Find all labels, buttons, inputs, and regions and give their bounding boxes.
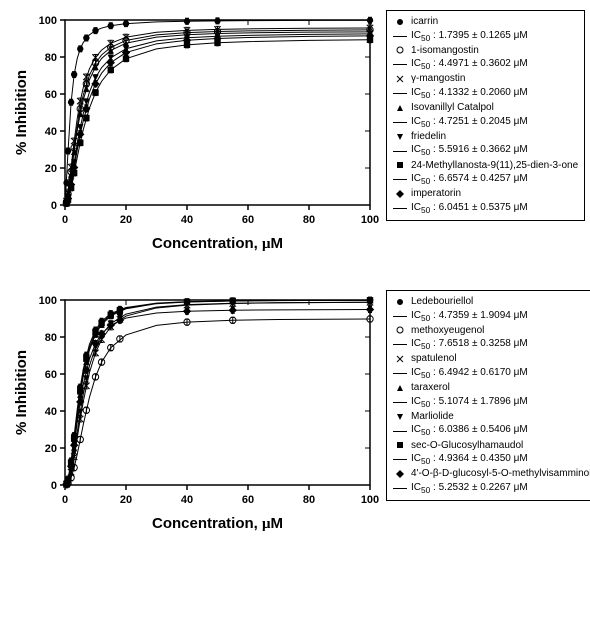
svg-text:40: 40	[181, 494, 193, 506]
legend-label: icarrin	[411, 15, 438, 29]
legend-label: methoxyeugenol	[411, 324, 484, 338]
svg-text:60: 60	[242, 494, 254, 506]
legend-marker-icon	[393, 133, 407, 141]
legend-ic50: IC50 : 4.9364 ± 0.4350 μM	[411, 452, 528, 467]
legend-ic50: IC50 : 5.5916 ± 0.3662 μM	[411, 143, 528, 158]
legend-marker-icon	[393, 161, 407, 169]
legend-ic50: IC50 : 6.0451 ± 0.5375 μM	[411, 201, 528, 216]
legend-item: Marliolide	[393, 410, 590, 424]
legend-item: sec-O-Glucosylhamaudol	[393, 439, 590, 453]
y-axis-label: % Inhibition	[13, 350, 30, 435]
svg-text:100: 100	[39, 15, 57, 27]
svg-text:100: 100	[361, 214, 379, 226]
legend-ic50: IC50 : 4.4971 ± 0.3602 μM	[411, 57, 528, 72]
legend-marker-icon	[393, 298, 407, 306]
legend-marker-icon	[393, 326, 407, 334]
legend: icarrinIC50 : 1.7395 ± 0.1265 μM1-isoman…	[386, 10, 585, 221]
svg-text:60: 60	[45, 89, 57, 101]
svg-text:40: 40	[45, 406, 57, 418]
legend-item: spatulenol	[393, 352, 590, 366]
dose-response-chart: 0 20 40 60 80 100 0 20 40 60 80 100 Concentration, μ…	[10, 10, 380, 260]
svg-text:0: 0	[51, 480, 57, 492]
svg-text:0: 0	[62, 214, 68, 226]
y-axis-label: % Inhibition	[13, 70, 30, 155]
svg-text:20: 20	[120, 214, 132, 226]
legend-marker-icon	[393, 75, 407, 83]
legend-marker-icon	[393, 46, 407, 54]
legend-label: γ-mangostin	[411, 72, 465, 86]
legend: LedebouriellolIC50 : 4.7359 ± 1.9094 μMm…	[386, 290, 590, 501]
legend-label: Ledebouriellol	[411, 295, 473, 309]
svg-text:100: 100	[39, 295, 57, 307]
x-axis-label: Concentration, μM	[152, 235, 283, 252]
svg-text:80: 80	[45, 332, 57, 344]
svg-text:60: 60	[242, 214, 254, 226]
legend-item: Ledebouriellol	[393, 295, 590, 309]
legend-ic50: IC50 : 5.2532 ± 0.2267 μM	[411, 481, 528, 496]
dose-response-chart: 0 20 40 60 80 100 0 20 40 60 80 100 Concentration, μ…	[10, 290, 380, 540]
legend-marker-icon	[393, 104, 407, 112]
legend-item: γ-mangostin	[393, 72, 578, 86]
legend-item: Isovanillyl Catalpol	[393, 101, 578, 115]
legend-label: 24-Methyllanosta-9(11),25-dien-3-one	[411, 159, 578, 173]
legend-marker-icon	[393, 470, 407, 478]
legend-item: icarrin	[393, 15, 578, 29]
svg-text:100: 100	[361, 494, 379, 506]
legend-ic50: IC50 : 4.7251 ± 0.2045 μM	[411, 115, 528, 130]
legend-ic50: IC50 : 4.1332 ± 0.2060 μM	[411, 86, 528, 101]
legend-item: imperatorin	[393, 187, 578, 201]
legend-label: Isovanillyl Catalpol	[411, 101, 494, 115]
legend-label: imperatorin	[411, 187, 461, 201]
svg-text:40: 40	[181, 214, 193, 226]
legend-item: 4'-O-β-D-glucosyl-5-O-methylvisamminol	[393, 467, 590, 481]
chart-panel: 0 20 40 60 80 100 0 20 40 60 80 100 Concentration, μ…	[10, 290, 580, 540]
legend-marker-icon	[393, 441, 407, 449]
legend-label: 1-isomangostin	[411, 44, 479, 58]
legend-marker-icon	[393, 355, 407, 363]
legend-marker-icon	[393, 384, 407, 392]
legend-label: taraxerol	[411, 381, 450, 395]
legend-item: 1-isomangostin	[393, 44, 578, 58]
legend-marker-icon	[393, 413, 407, 421]
chart-panel: 0 20 40 60 80 100 0 20 40 60 80 100 Concentration, μ…	[10, 10, 580, 260]
svg-text:20: 20	[45, 443, 57, 455]
svg-text:0: 0	[62, 494, 68, 506]
svg-text:80: 80	[303, 494, 315, 506]
legend-item: methoxyeugenol	[393, 324, 590, 338]
legend-item: taraxerol	[393, 381, 590, 395]
legend-ic50: IC50 : 4.7359 ± 1.9094 μM	[411, 309, 528, 324]
x-axis-label: Concentration, μM	[152, 515, 283, 532]
legend-label: Marliolide	[411, 410, 454, 424]
legend-ic50: IC50 : 6.6574 ± 0.4257 μM	[411, 172, 528, 187]
legend-label: sec-O-Glucosylhamaudol	[411, 439, 523, 453]
legend-item: friedelin	[393, 130, 578, 144]
legend-marker-icon	[393, 18, 407, 26]
legend-marker-icon	[393, 190, 407, 198]
svg-text:20: 20	[120, 494, 132, 506]
legend-ic50: IC50 : 5.1074 ± 1.7896 μM	[411, 395, 528, 410]
svg-text:80: 80	[45, 52, 57, 64]
legend-ic50: IC50 : 6.4942 ± 0.6170 μM	[411, 366, 528, 381]
legend-ic50: IC50 : 1.7395 ± 0.1265 μM	[411, 29, 528, 44]
legend-ic50: IC50 : 7.6518 ± 0.3258 μM	[411, 337, 528, 352]
legend-label: spatulenol	[411, 352, 457, 366]
legend-ic50: IC50 : 6.0386 ± 0.5406 μM	[411, 423, 528, 438]
svg-text:20: 20	[45, 163, 57, 175]
legend-item: 24-Methyllanosta-9(11),25-dien-3-one	[393, 159, 578, 173]
legend-label: 4'-O-β-D-glucosyl-5-O-methylvisamminol	[411, 467, 590, 481]
svg-text:60: 60	[45, 369, 57, 381]
svg-text:0: 0	[51, 200, 57, 212]
svg-text:80: 80	[303, 214, 315, 226]
legend-label: friedelin	[411, 130, 446, 144]
svg-text:40: 40	[45, 126, 57, 138]
